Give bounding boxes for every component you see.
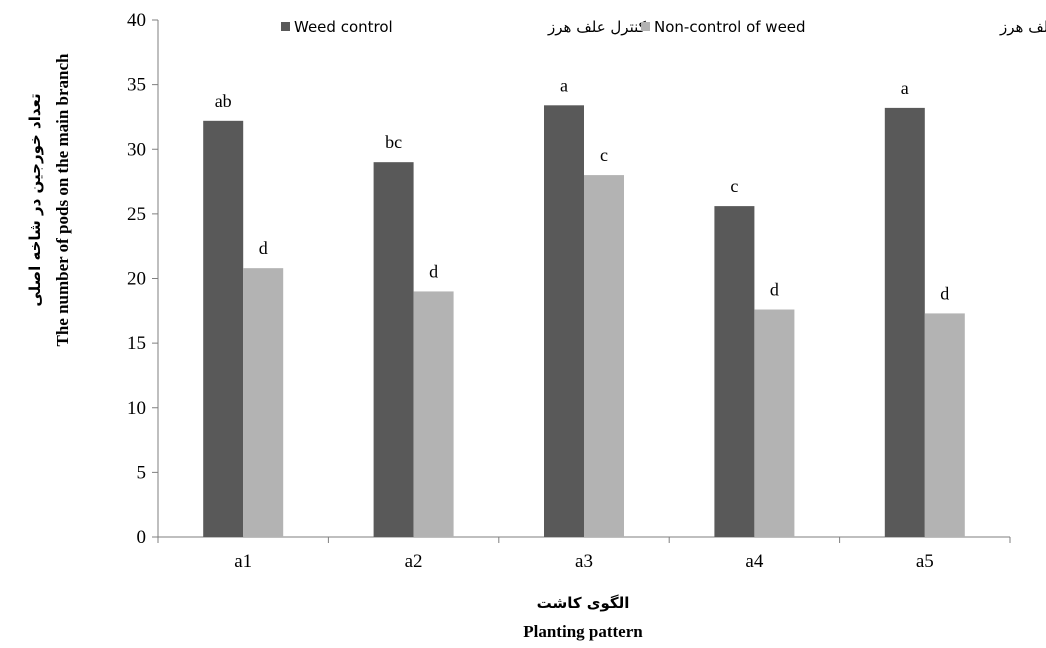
bar-weed-control-a4 bbox=[714, 206, 755, 537]
bar-non-control-a1 bbox=[243, 268, 284, 537]
y-tick-label: 25 bbox=[127, 204, 146, 225]
bar-significance-label: d bbox=[770, 280, 779, 300]
bar-significance-label: ab bbox=[215, 91, 232, 111]
legend-label-weed-control-en: Weed control bbox=[294, 18, 393, 36]
bar-non-control-a4 bbox=[754, 309, 795, 537]
x-axis-title-english: Planting pattern bbox=[523, 622, 643, 641]
bar-significance-label: d bbox=[259, 238, 268, 258]
y-tick-label: 15 bbox=[127, 333, 146, 354]
x-tick-label: a2 bbox=[405, 551, 423, 572]
y-tick-label: 35 bbox=[127, 75, 146, 96]
bar-non-control-a3 bbox=[584, 175, 624, 537]
bar-non-control-a5 bbox=[924, 313, 965, 537]
y-axis-title-persian: تعداد خورجین در شاخه اصلی bbox=[26, 93, 44, 306]
x-tick-label: a1 bbox=[234, 551, 252, 572]
y-axis-ticks: 0 5 10 15 20 25 30 35 40 bbox=[127, 10, 158, 548]
bar-weed-control-a1 bbox=[203, 120, 244, 537]
bar-significance-label: d bbox=[429, 261, 438, 281]
bar-data-labels: ab bc a c a d d c d d bbox=[215, 75, 950, 303]
legend-swatch-weed-control bbox=[281, 22, 290, 31]
bar-weed-control-a5 bbox=[884, 107, 925, 537]
y-axis-title-english: The number of pods on the main branch bbox=[53, 53, 72, 347]
x-tick-label: a5 bbox=[916, 551, 934, 572]
x-axis-title-persian: الگوی کاشت bbox=[537, 594, 630, 612]
bar-weed-control-a3 bbox=[544, 105, 584, 538]
legend: Weed control کنترل علف هرز Non-control o… bbox=[281, 18, 1046, 36]
bar-significance-label: c bbox=[600, 145, 608, 165]
bar-significance-label: a bbox=[560, 75, 568, 95]
y-tick-label: 5 bbox=[137, 462, 147, 483]
y-tick-label: 10 bbox=[127, 398, 146, 419]
bar-weed-control-a2 bbox=[373, 162, 414, 538]
legend-label-non-control-fa: عدم کنترل علف هرز bbox=[999, 18, 1046, 36]
y-tick-label: 30 bbox=[127, 139, 146, 160]
x-axis-ticks: a1 a2 a3 a4 a5 bbox=[157, 537, 1011, 572]
bar-non-control-a2 bbox=[413, 291, 454, 537]
legend-swatch-non-control bbox=[641, 22, 650, 31]
legend-label-non-control-en: Non-control of weed bbox=[654, 18, 806, 36]
bar-significance-label: a bbox=[901, 78, 909, 98]
y-tick-label: 40 bbox=[127, 10, 146, 31]
x-tick-label: a4 bbox=[745, 551, 763, 572]
y-tick-label: 0 bbox=[137, 527, 147, 548]
x-tick-label: a3 bbox=[575, 551, 593, 572]
bar-series bbox=[203, 105, 965, 538]
y-tick-label: 20 bbox=[127, 269, 146, 290]
legend-label-weed-control-fa: کنترل علف هرز bbox=[547, 18, 647, 36]
bar-significance-label: d bbox=[940, 283, 949, 303]
bar-significance-label: bc bbox=[385, 132, 402, 152]
bar-significance-label: c bbox=[730, 176, 738, 196]
